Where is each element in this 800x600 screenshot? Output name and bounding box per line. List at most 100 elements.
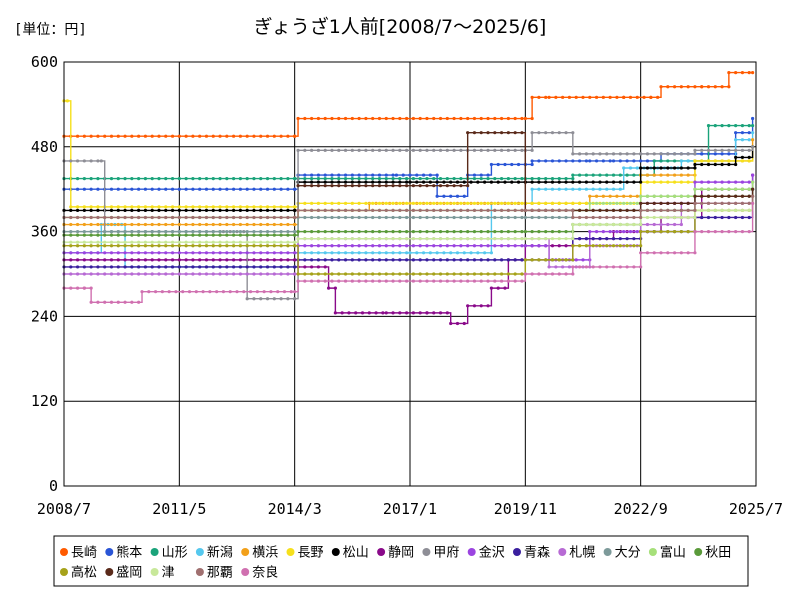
data-point (69, 251, 73, 255)
data-point (337, 116, 341, 121)
legend-label: 札幌 (569, 545, 595, 561)
data-point (438, 208, 443, 212)
data-point (198, 222, 202, 227)
data-point (452, 148, 456, 152)
data-point (177, 265, 181, 269)
data-point (371, 201, 375, 205)
legend-label: 高松 (71, 565, 97, 581)
data-point (618, 244, 622, 248)
data-point (157, 134, 161, 138)
data-point (530, 208, 534, 212)
data-point (75, 240, 80, 244)
data-point (96, 300, 100, 304)
data-point (418, 201, 422, 205)
data-point (459, 230, 463, 234)
data-point (513, 258, 517, 262)
data-point (503, 180, 507, 184)
data-point (130, 240, 134, 244)
data-point (411, 258, 415, 262)
data-point (564, 272, 568, 276)
data-point (177, 272, 181, 276)
data-point (679, 251, 683, 255)
data-point (303, 258, 307, 262)
data-point (700, 187, 704, 191)
x-tick-label: 2014/3 (268, 500, 322, 518)
data-point (75, 258, 80, 262)
data-point (564, 237, 568, 241)
data-point (391, 215, 395, 220)
data-point (466, 208, 470, 212)
data-point (238, 177, 242, 181)
legend: 長崎 熊本 山形 新潟 横浜 長野 松山 静岡 甲府 金沢 青森 札幌 大分 富山 秋田高松 盛岡津那覇 奈良 (60, 545, 731, 581)
data-point (252, 187, 256, 191)
data-point (544, 187, 548, 191)
legend-label: 横浜 (252, 546, 278, 561)
data-point (734, 71, 738, 75)
data-point (734, 187, 738, 191)
data-point (479, 230, 483, 234)
data-point (652, 215, 656, 220)
data-point (391, 237, 395, 241)
data-point (550, 180, 555, 184)
legend-marker (648, 548, 657, 556)
data-point (164, 222, 168, 227)
data-point (445, 279, 449, 283)
data-point (364, 237, 368, 241)
data-point (652, 166, 656, 170)
data-point (499, 244, 504, 248)
data-point (323, 251, 327, 255)
data-point (143, 251, 148, 255)
data-point (116, 215, 120, 220)
data-point (221, 290, 226, 294)
data-point (218, 215, 222, 220)
legend-marker (331, 548, 340, 556)
data-point (622, 166, 626, 170)
data-point (493, 201, 497, 205)
data-point (384, 180, 388, 184)
data-point (734, 215, 738, 220)
data-point (734, 194, 738, 198)
data-point (405, 230, 409, 234)
data-point (293, 177, 297, 181)
data-point (625, 208, 629, 212)
data-point (452, 230, 456, 234)
data-point (279, 265, 283, 269)
data-point (645, 159, 650, 163)
data-point (164, 272, 168, 276)
data-point (377, 244, 382, 248)
data-point (157, 265, 161, 269)
data-point (432, 272, 436, 276)
data-point (371, 180, 375, 184)
data-point (564, 208, 568, 212)
data-point (520, 208, 524, 212)
legend-label: 大分 (615, 546, 641, 561)
data-point (740, 180, 745, 184)
data-point (700, 148, 704, 152)
data-point (686, 251, 690, 255)
data-point (164, 208, 168, 212)
data-point (561, 95, 565, 99)
data-point (513, 237, 517, 241)
y-tick-label: 600 (31, 53, 58, 71)
data-point (608, 201, 612, 205)
data-point (181, 290, 185, 294)
data-point (605, 222, 609, 227)
data-point (103, 215, 107, 220)
data-point (384, 215, 388, 220)
data-point (727, 159, 731, 163)
data-point (371, 258, 375, 262)
data-point (544, 95, 548, 99)
data-point (734, 208, 738, 212)
data-point (499, 230, 504, 234)
data-point (191, 177, 195, 181)
data-point (598, 244, 602, 248)
data-point (116, 177, 120, 181)
data-point (170, 272, 175, 276)
data-point (130, 177, 134, 181)
data-point (323, 173, 327, 177)
data-point (571, 201, 575, 205)
data-point (82, 208, 86, 212)
data-point (191, 208, 195, 212)
legend-marker (105, 548, 114, 556)
data-point (700, 159, 704, 163)
